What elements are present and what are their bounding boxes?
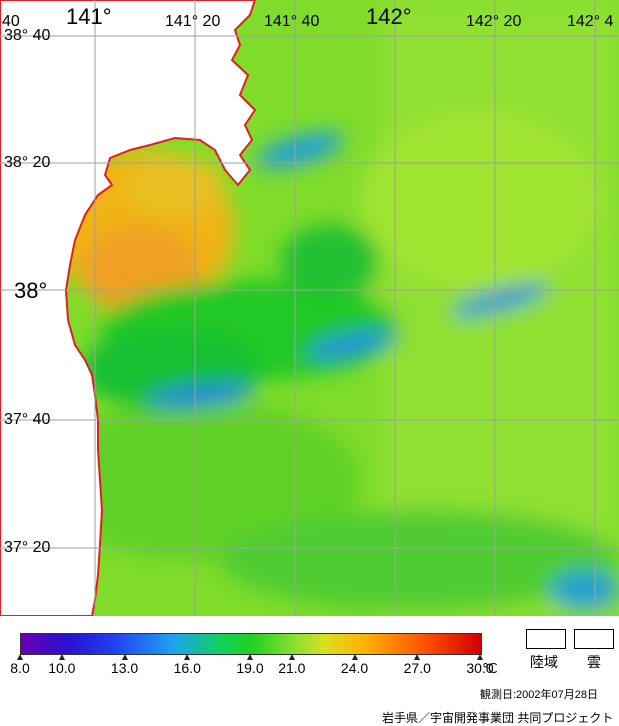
lon-label-141: 141° xyxy=(66,4,112,29)
colorbar-tick-mark xyxy=(184,654,191,660)
lat-label-38-40: 38° 40 xyxy=(4,27,51,44)
colorbar-tick-label: 8.0 xyxy=(10,660,30,676)
colorbar-tick-mark xyxy=(121,654,128,660)
colorbar-tick-label: 27.0 xyxy=(403,660,431,676)
lon-label-142-20: 142° 20 xyxy=(466,13,522,30)
colorbar-tick-label: 24.0 xyxy=(340,660,369,676)
lat-label-37-20: 37° 20 xyxy=(4,539,51,556)
colorbar-tick-label: 16.0 xyxy=(173,660,201,676)
colorbar-tick-mark xyxy=(247,654,253,660)
land-legend-label: 陸域 xyxy=(530,654,558,670)
colorbar-tick-label: 13.0 xyxy=(110,660,139,676)
colorbar-tick-mark xyxy=(58,654,65,660)
credit-text: 岩手県／宇宙開発事業団 共同プロジェクト xyxy=(382,711,614,725)
colorbar-tick-mark xyxy=(414,654,421,660)
observation-date: 観測日:2002年07月28日 xyxy=(480,689,598,701)
land-legend-swatch xyxy=(526,629,566,649)
graticule xyxy=(0,0,619,616)
colorbar-tick-mark xyxy=(288,654,295,660)
colorbar-tick-label: 10.0 xyxy=(48,660,76,676)
corner-label: 40 xyxy=(2,13,20,30)
lat-label-38-20: 38° 20 xyxy=(4,154,51,171)
colorbar-tick-label: 21.0 xyxy=(278,660,306,676)
lon-label-142-40: 142° 4 xyxy=(567,13,614,30)
lat-label-37-40: 37° 40 xyxy=(4,411,51,428)
land-area xyxy=(0,0,257,616)
colorbar-unit: ℃ xyxy=(482,660,498,676)
lon-label-141-20: 141° 20 xyxy=(165,13,221,30)
lon-label-142: 142° xyxy=(366,4,412,29)
colorbar-tick-label: 19.0 xyxy=(236,660,264,676)
cloud-legend-label: 雲 xyxy=(587,654,601,670)
temperature-colorbar xyxy=(20,633,482,655)
cloud-legend-swatch xyxy=(574,629,614,649)
lon-label-141-40: 141° 40 xyxy=(264,13,320,30)
colorbar-tick-mark xyxy=(351,654,358,660)
lat-label-38: 38° xyxy=(14,278,48,303)
colorbar-tick-mark xyxy=(477,654,483,660)
sst-map xyxy=(0,0,619,616)
colorbar-tick-mark xyxy=(17,654,23,660)
colorbar-tick-label: 30.0 xyxy=(466,660,494,676)
